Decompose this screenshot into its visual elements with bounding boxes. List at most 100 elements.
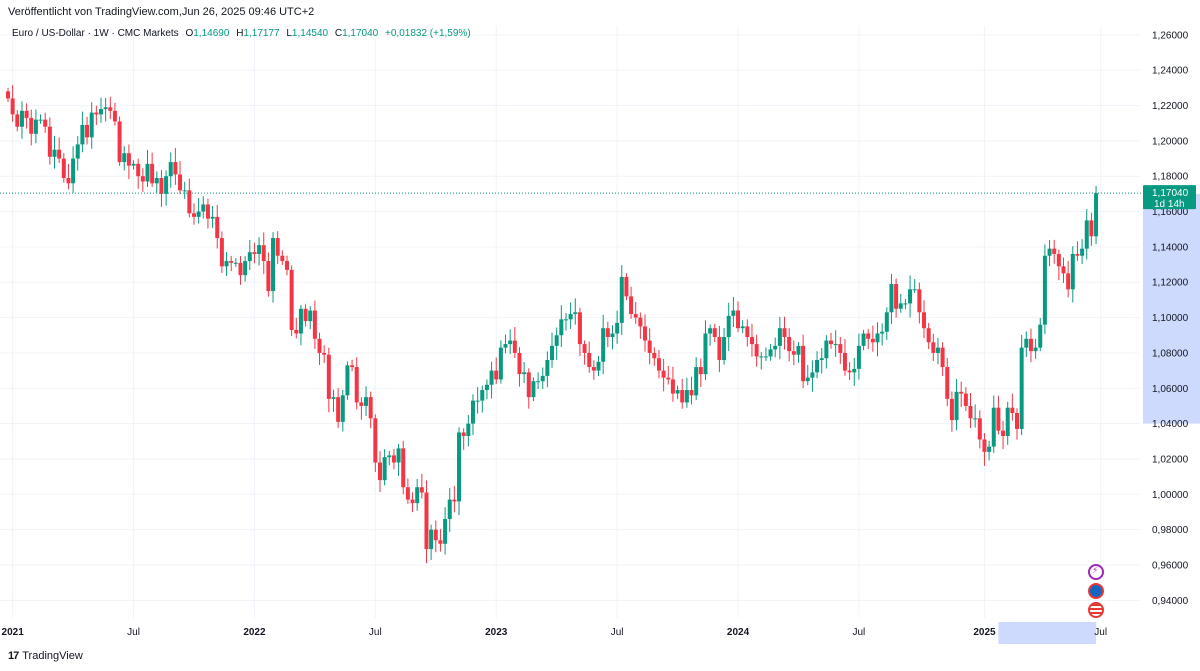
candle-body [833, 344, 838, 346]
price-tick-label: 1,16000 [1152, 207, 1189, 218]
candle [336, 388, 341, 429]
candle [1056, 249, 1061, 281]
candle-body [619, 276, 624, 323]
candle-body [387, 455, 392, 458]
candle [10, 85, 15, 122]
candle-body [866, 333, 871, 339]
candle [810, 360, 815, 392]
candle-body [257, 245, 262, 254]
candle-body [1010, 407, 1015, 414]
candle [178, 161, 183, 195]
candle [935, 337, 940, 365]
price-tick-label: 1,00000 [1152, 490, 1189, 501]
candle-body [643, 326, 648, 341]
candle [1089, 212, 1094, 246]
time-tick-label: Jul [127, 627, 140, 638]
candle-body [903, 303, 908, 305]
candle [647, 328, 652, 365]
candle [577, 307, 582, 357]
symbol-name[interactable]: Euro / US-Dollar · 1W · CMC Markets [12, 28, 179, 39]
candle [71, 146, 76, 193]
candle-body [284, 261, 289, 270]
low-key: L [286, 28, 292, 39]
candle [475, 387, 480, 414]
candle [382, 449, 387, 486]
candle-body [633, 314, 638, 318]
candle [196, 198, 201, 224]
candle-body [847, 370, 852, 373]
candle-body [317, 338, 322, 353]
candle [940, 342, 945, 376]
candle-body [1005, 407, 1010, 436]
candle-body [540, 375, 545, 382]
candle-body [1080, 248, 1085, 256]
candle [633, 301, 638, 324]
candle [108, 96, 113, 120]
lightning-icon[interactable] [1088, 564, 1104, 580]
tradingview-logo-icon: 17 [8, 650, 19, 662]
candle-body [935, 347, 940, 353]
candle [480, 385, 485, 413]
candle [289, 265, 294, 336]
candle-body [457, 432, 462, 502]
candle [870, 325, 875, 352]
candle [24, 103, 29, 129]
candle [954, 379, 959, 431]
candle-body [322, 352, 327, 355]
candle [931, 333, 936, 361]
open-key: O [185, 28, 194, 39]
candle-body [777, 328, 782, 346]
candle-body [926, 328, 931, 343]
candle-body [503, 344, 508, 348]
candle-body [122, 153, 127, 163]
candle-body [703, 333, 708, 375]
candle-body [550, 345, 555, 360]
candle-body [517, 352, 522, 375]
price-tick-label: 1,26000 [1152, 30, 1189, 41]
candle [838, 336, 843, 364]
candle-body [1070, 253, 1075, 290]
candle-body [1038, 324, 1043, 348]
candle-body [354, 367, 359, 403]
candle-body [917, 289, 922, 313]
candle-body [103, 107, 108, 110]
time-tick-label: 2023 [485, 627, 508, 638]
candle [1038, 318, 1043, 352]
candle-body [736, 310, 741, 329]
time-axis[interactable]: 2021 Jul 2022 Jul 2023 Jul 2024 Jul 2025 Jul [2, 627, 1108, 638]
candle-body [559, 319, 564, 336]
candle-body [968, 405, 973, 419]
candle-body [480, 390, 485, 401]
candle-body [57, 149, 62, 159]
footer-brand[interactable]: 17 TradingView [8, 650, 83, 662]
price-tick-label: 1,04000 [1152, 419, 1189, 430]
candle [805, 364, 810, 386]
candle [847, 362, 852, 380]
candle-body [326, 354, 331, 399]
last-price-tag: 1,17040 1d 14h [1143, 185, 1196, 210]
candle-body [861, 333, 866, 346]
candle [331, 389, 336, 412]
candle [963, 387, 968, 412]
candle-body [717, 337, 722, 360]
candle-body [368, 397, 373, 419]
published-note: Veröffentlicht von TradingView.com,Jun 2… [8, 6, 315, 18]
change-value: +0,01832 (+1,59%) [385, 28, 471, 39]
candle [694, 357, 699, 401]
candle-body [94, 112, 99, 115]
us-flag-icon[interactable] [1088, 602, 1104, 618]
time-tick-label: Jul [853, 627, 866, 638]
eu-flag-icon[interactable] [1088, 583, 1104, 599]
candle [391, 448, 396, 470]
candle-body [973, 418, 978, 420]
candle-body [164, 176, 169, 194]
candle-body [531, 381, 536, 398]
price-chart[interactable]: 1,26000 1,24000 1,22000 1,20000 1,18000 1,160… [0, 22, 1200, 644]
candle [94, 105, 99, 125]
candle-body [959, 391, 964, 394]
candle-body [1019, 347, 1024, 429]
candle [689, 376, 694, 405]
candle-body [452, 499, 457, 502]
candle-body [131, 163, 136, 166]
price-axis[interactable]: 1,26000 1,24000 1,22000 1,20000 1,18000 1,160… [1152, 30, 1189, 606]
